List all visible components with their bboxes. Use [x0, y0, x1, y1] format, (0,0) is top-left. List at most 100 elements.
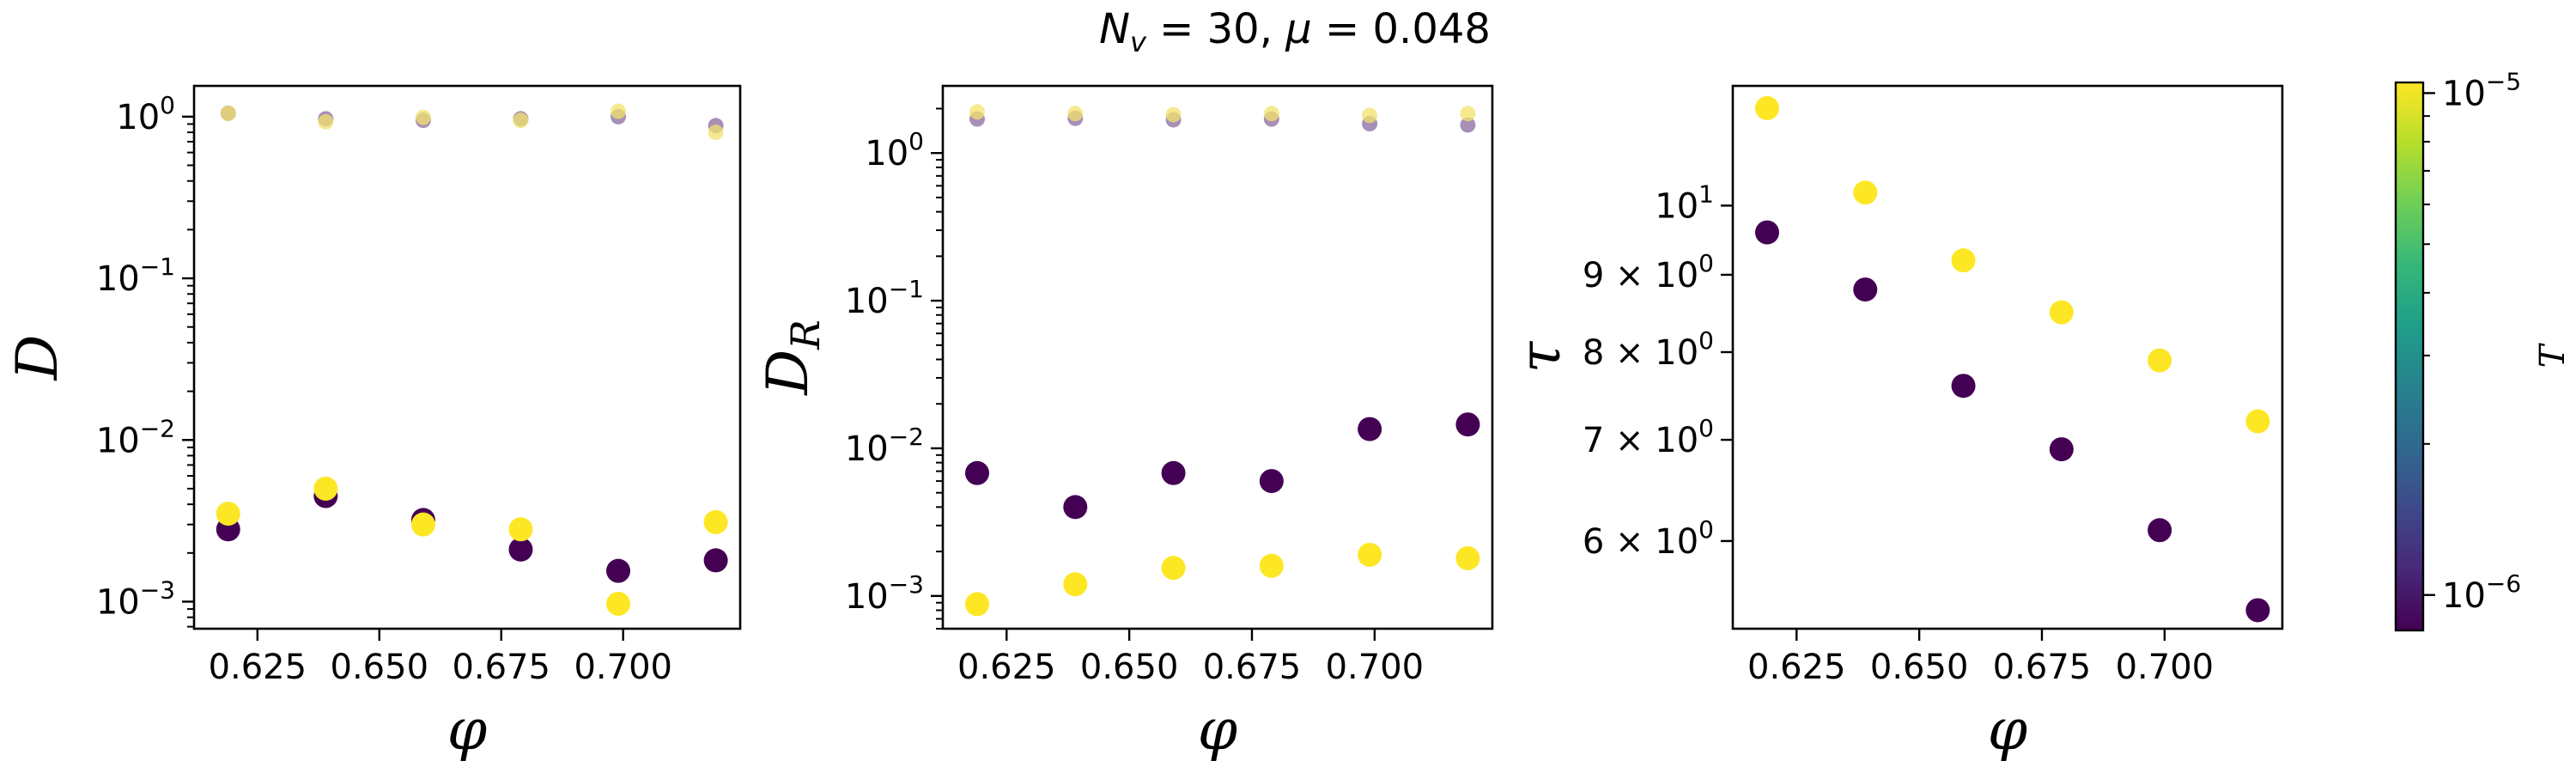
data-point [313, 476, 338, 501]
series-high [965, 542, 1480, 617]
series-high [216, 476, 728, 616]
y-tick-label: 8 × 100 [1583, 326, 1714, 373]
x-tick-label: 0.650 [1080, 648, 1179, 687]
data-point [1460, 106, 1476, 122]
y-tick-label: 6 × 100 [1583, 515, 1714, 562]
colorbar-tick-label: 10−6 [2442, 569, 2521, 616]
data-point [1951, 248, 1976, 273]
data-point [965, 592, 989, 617]
y-axis-label: DR [755, 320, 829, 396]
series-high-faint [220, 103, 724, 141]
y-tick-label: 10−1 [845, 275, 924, 321]
data-point [2245, 409, 2270, 434]
data-point [1455, 412, 1480, 437]
y-tick-label: 10−3 [845, 570, 924, 617]
data-point [1755, 95, 1779, 120]
y-tick-label: 101 [1655, 180, 1714, 226]
y-tick-label: 10−2 [845, 423, 924, 469]
data-point [606, 558, 631, 583]
data-point [415, 109, 431, 125]
data-point [611, 103, 627, 119]
data-point [1263, 106, 1279, 122]
data-point [1755, 220, 1779, 245]
data-point [1358, 417, 1382, 441]
data-point [1460, 117, 1476, 133]
data-point [1165, 107, 1182, 123]
data-point [2049, 300, 2074, 325]
data-point [513, 113, 529, 129]
data-point [318, 113, 334, 130]
x-tick-label: 0.625 [1747, 648, 1846, 687]
axes-frame [941, 84, 1494, 630]
y-tick-label: 10−1 [96, 253, 175, 299]
data-point [508, 537, 533, 562]
x-tick-label: 0.675 [452, 648, 550, 687]
data-point [703, 548, 728, 573]
colorbar-gradient [2394, 81, 2425, 632]
series-low-faint [220, 105, 724, 134]
series-high-faint [969, 104, 1476, 124]
series-low [1755, 220, 2270, 623]
series-high [1755, 95, 2270, 434]
y-axis-label: D [4, 335, 70, 381]
x-tick-label: 0.675 [1993, 648, 2092, 687]
axes-frame [1731, 84, 2284, 630]
series-low [965, 412, 1480, 520]
data-point [2148, 518, 2172, 543]
data-point [1362, 107, 1378, 124]
y-axis-label: τ [1507, 340, 1573, 373]
x-tick-label: 0.700 [2116, 648, 2215, 687]
y-tick-label: 10−3 [96, 575, 175, 622]
data-point [703, 509, 728, 534]
data-point [1358, 542, 1382, 567]
x-tick-label: 0.625 [209, 648, 307, 687]
y-tick-label: 100 [116, 91, 175, 137]
x-tick-label: 0.650 [1870, 648, 1969, 687]
colorbar-tick-label: 10−5 [2442, 67, 2521, 113]
data-point [220, 105, 236, 121]
data-point [708, 125, 724, 141]
x-tick-label: 0.625 [957, 648, 1056, 687]
x-axis-label: φ [447, 697, 487, 763]
x-axis-label: φ [1988, 697, 2027, 763]
data-point [1161, 460, 1186, 485]
data-point [410, 512, 435, 537]
colorbar-label: T [2533, 342, 2573, 368]
data-point [1161, 556, 1186, 581]
data-point [965, 460, 989, 485]
y-tick-label: 100 [865, 127, 924, 173]
data-point [606, 591, 631, 616]
y-tick-label: 10−2 [96, 414, 175, 460]
panel-3: 101 9 × 100 8 × 100 7 × 100 6 × 100 0.625 0.65… [1507, 84, 2284, 763]
x-tick-label: 0.700 [1326, 648, 1425, 687]
data-point [2245, 598, 2270, 623]
axes-frame [192, 84, 742, 630]
data-point [1853, 180, 1878, 205]
data-point [2148, 348, 2172, 373]
y-tick-label: 9 × 100 [1583, 249, 1714, 295]
colorbar: 10−5 10−6 T [2394, 67, 2573, 632]
x-tick-label: 0.650 [331, 648, 429, 687]
data-point [969, 104, 985, 120]
x-tick-label: 0.700 [574, 648, 672, 687]
data-point [1067, 106, 1084, 122]
data-point [1853, 277, 1878, 302]
data-point [2049, 437, 2074, 462]
series-low [216, 484, 728, 583]
panel-1: 100 10−1 10−2 10−3 0.625 0.650 0.675 0.700 φ D [4, 84, 742, 763]
y-tick-label: 7 × 100 [1583, 414, 1714, 460]
data-point [1259, 469, 1284, 494]
data-point [216, 502, 240, 526]
data-point [1455, 545, 1480, 570]
x-axis-label: φ [1198, 697, 1237, 763]
data-point [1063, 572, 1088, 597]
data-point [508, 517, 533, 542]
data-point [1259, 553, 1284, 578]
data-point [1063, 495, 1088, 520]
series-low-faint [969, 110, 1476, 133]
panel-2: 100 10−1 10−2 10−3 0.625 0.650 0.675 0.700 φ DR [755, 84, 1494, 763]
figure-title: Nv = 30, μ = 0.048 [1099, 5, 1491, 58]
x-tick-label: 0.675 [1203, 648, 1302, 687]
